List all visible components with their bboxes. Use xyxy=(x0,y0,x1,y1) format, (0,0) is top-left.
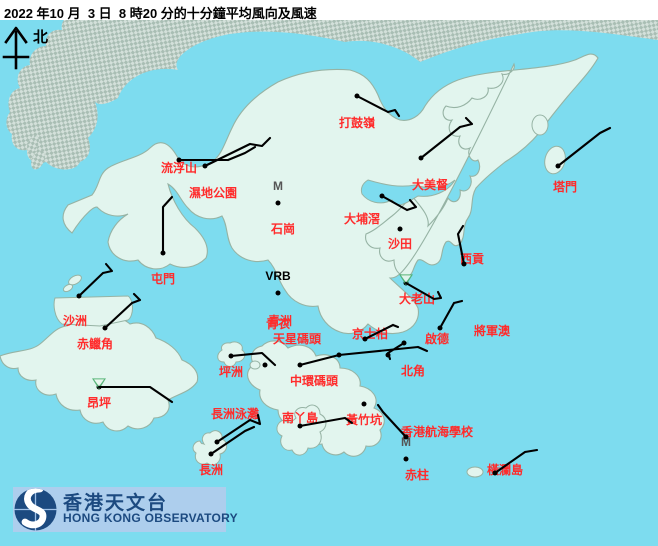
svg-text:北: 北 xyxy=(33,29,48,46)
